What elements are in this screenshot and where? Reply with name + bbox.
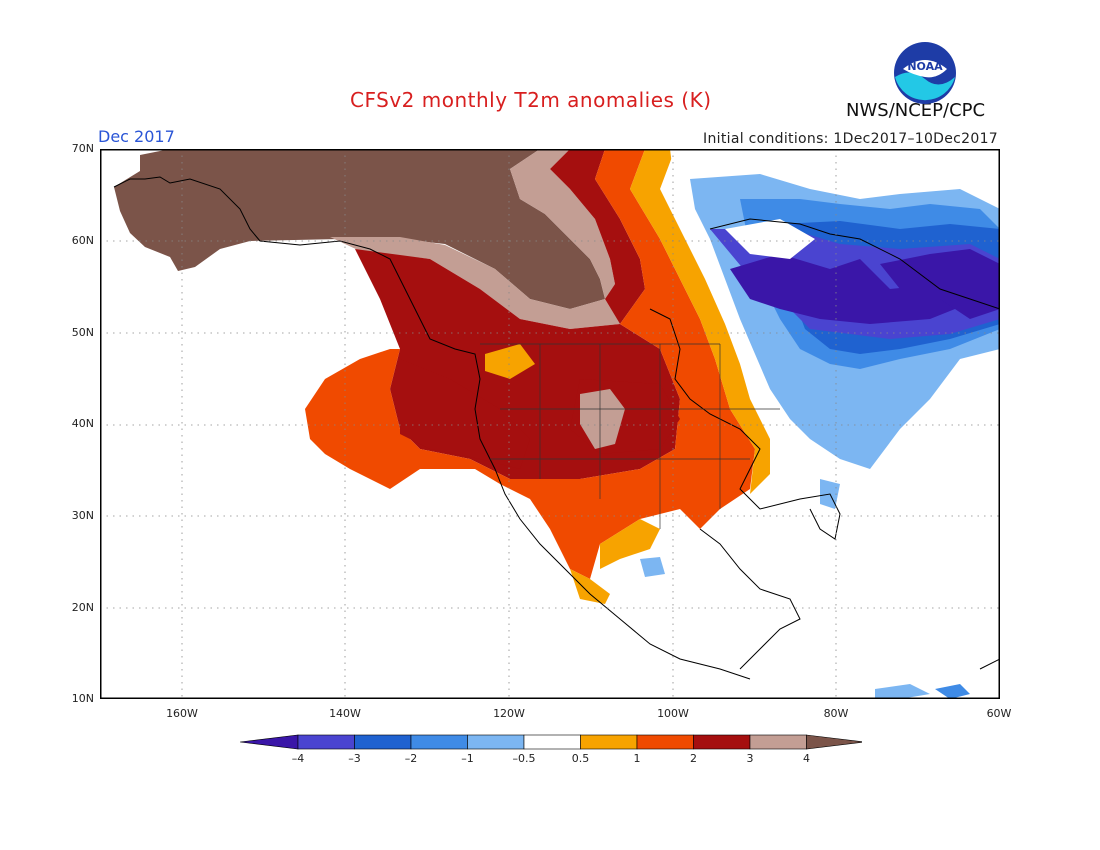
colorbar-label: –1 <box>461 752 474 765</box>
lon-tick-140w: 140W <box>329 707 361 720</box>
lon-tick-160w: 160W <box>166 707 198 720</box>
lat-tick-30n: 30N <box>71 509 94 522</box>
lat-tick-50n: 50N <box>71 326 94 339</box>
map-frame <box>100 149 1000 699</box>
lon-tick-60w: 60W <box>986 707 1012 720</box>
colorbar-cell <box>410 734 468 750</box>
colorbar-min-arrow <box>240 734 299 750</box>
colorbar-label: 2 <box>690 752 697 765</box>
lon-tick-120w: 120W <box>493 707 525 720</box>
colorbar-cell <box>580 734 638 750</box>
colorbar-cell <box>523 734 581 750</box>
colorbar-label: 0.5 <box>571 752 590 765</box>
colorbar-cell <box>467 734 525 750</box>
colorbar-cell <box>693 734 751 750</box>
colorbar-max-arrow <box>806 734 862 750</box>
lat-tick-70n: 70N <box>71 142 94 155</box>
colorbar-label: –0.5 <box>512 752 536 765</box>
colorbar-label: –3 <box>348 752 361 765</box>
lat-tick-60n: 60N <box>71 234 94 247</box>
noaa-logo-icon: NOAA <box>894 42 956 104</box>
colorbar-label: –4 <box>291 752 305 765</box>
lat-tick-20n: 20N <box>71 601 94 614</box>
anomaly-shading <box>114 149 1000 699</box>
colorbar-label: 4 <box>803 752 810 765</box>
lat-tick-40n: 40N <box>71 417 94 430</box>
logo-text: NOAA <box>907 60 943 73</box>
state-borders <box>480 343 780 529</box>
initial-conditions-label: Initial conditions: 1Dec2017–10Dec2017 <box>703 131 998 147</box>
colorbar-cell <box>749 734 807 750</box>
colorbar <box>240 734 862 750</box>
colorbar-cell <box>297 734 355 750</box>
colorbar-label: 1 <box>633 752 641 765</box>
colorbar-label: –2 <box>404 752 418 765</box>
colorbar-cell <box>354 734 412 750</box>
lon-tick-80w: 80W <box>823 707 849 720</box>
agency-label: NWS/NCEP/CPC <box>846 100 986 121</box>
lon-tick-100w: 100W <box>657 707 689 720</box>
chart-title: CFSv2 monthly T2m anomalies (K) <box>350 88 712 112</box>
month-label: Dec 2017 <box>98 127 175 146</box>
colorbar-label: 3 <box>746 752 754 765</box>
lat-tick-10n: 10N <box>71 692 94 705</box>
coastlines <box>113 176 1000 680</box>
graticule <box>100 149 1000 699</box>
anomaly-map <box>100 149 1000 699</box>
colorbar-cell <box>636 734 694 750</box>
